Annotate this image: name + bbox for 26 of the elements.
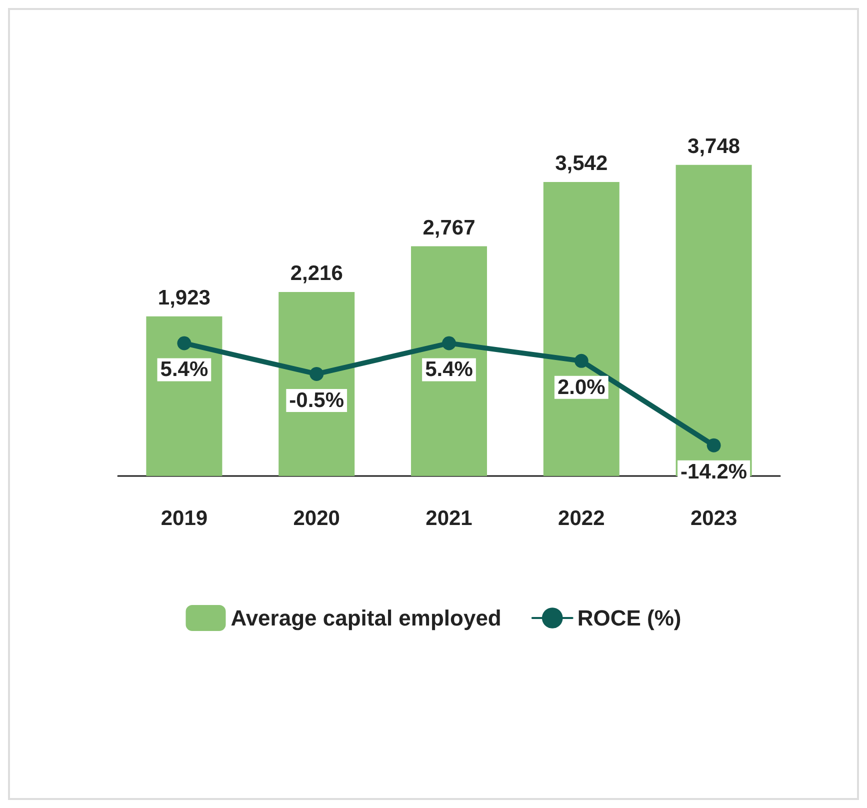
legend-label: Average capital employed — [230, 606, 502, 630]
x-tick-label: 2021 — [426, 507, 473, 530]
point — [177, 336, 192, 350]
x-tick-label: 2022 — [558, 507, 605, 530]
data-label: -14.2% — [680, 460, 748, 484]
x-tick-label: 2019 — [160, 507, 208, 530]
point — [706, 438, 721, 452]
x-tick-label: 2023 — [690, 507, 738, 530]
data-label: 3,542 — [555, 152, 608, 175]
point — [442, 336, 456, 350]
point — [310, 366, 324, 381]
legend-label: ROCE (%) — [577, 606, 682, 630]
data-label: 3,748 — [688, 134, 740, 158]
data-label: -0.5% — [289, 388, 344, 412]
data-label: 5.4% — [425, 358, 474, 382]
point — [574, 354, 588, 368]
bar — [411, 246, 487, 476]
bar — [146, 316, 222, 476]
data-label: 5.4% — [160, 358, 208, 382]
data-label: 2.0% — [557, 376, 606, 399]
bar — [543, 182, 620, 476]
bar — [278, 292, 355, 476]
x-tick-label: 2020 — [293, 507, 340, 530]
data-label: 2,767 — [422, 216, 476, 240]
data-label: 2,216 — [290, 262, 343, 286]
data-label: 1,923 — [158, 286, 210, 310]
